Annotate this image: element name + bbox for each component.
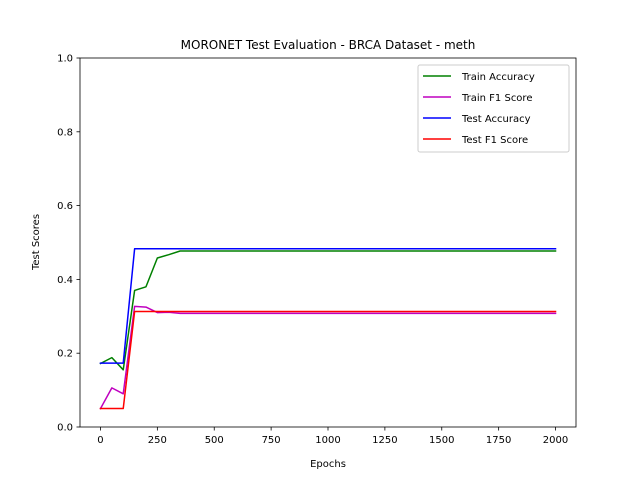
legend-box (417, 64, 570, 153)
legend-label: Test F1 Score (461, 135, 528, 146)
legend-label: Train F1 Score (461, 93, 532, 104)
y-tick-label: 0.2 (57, 349, 73, 360)
series-line-4 (99, 310, 557, 410)
x-tick-label: 1000 (315, 435, 340, 446)
y-tick-label: 0.6 (57, 201, 73, 212)
y-tick-label: 0.0 (57, 423, 73, 434)
chart-title: MORONET Test Evaluation - BRCA Dataset -… (181, 38, 476, 52)
x-tick-label: 750 (262, 435, 281, 446)
series-line-2 (99, 305, 557, 410)
y-axis-label: Test Scores (31, 214, 42, 271)
y-tick-label: 0.8 (57, 127, 73, 138)
x-tick-label: 1750 (486, 435, 511, 446)
x-axis-label: Epochs (310, 459, 346, 470)
legend: Train Accuracy Train F1 Score Test Accurac… (417, 64, 570, 153)
x-tick-label: 0 (97, 435, 103, 446)
legend-label: Train Accuracy (461, 72, 535, 83)
x-tick-label: 500 (205, 435, 224, 446)
y-tick-label: 1.0 (57, 54, 73, 65)
x-tick-label: 2000 (543, 435, 568, 446)
x-tick-label: 1500 (429, 435, 454, 446)
plot-area: 0 250 500 750 1000 1250 1500 1750 2000 0.0 0.2 0.4 0… (57, 54, 577, 446)
series-line-3 (99, 248, 557, 364)
y-tick-label: 0.4 (57, 275, 73, 286)
x-tick-label: 250 (148, 435, 167, 446)
legend-label: Test Accuracy (461, 114, 531, 125)
x-tick-label: 1250 (372, 435, 397, 446)
